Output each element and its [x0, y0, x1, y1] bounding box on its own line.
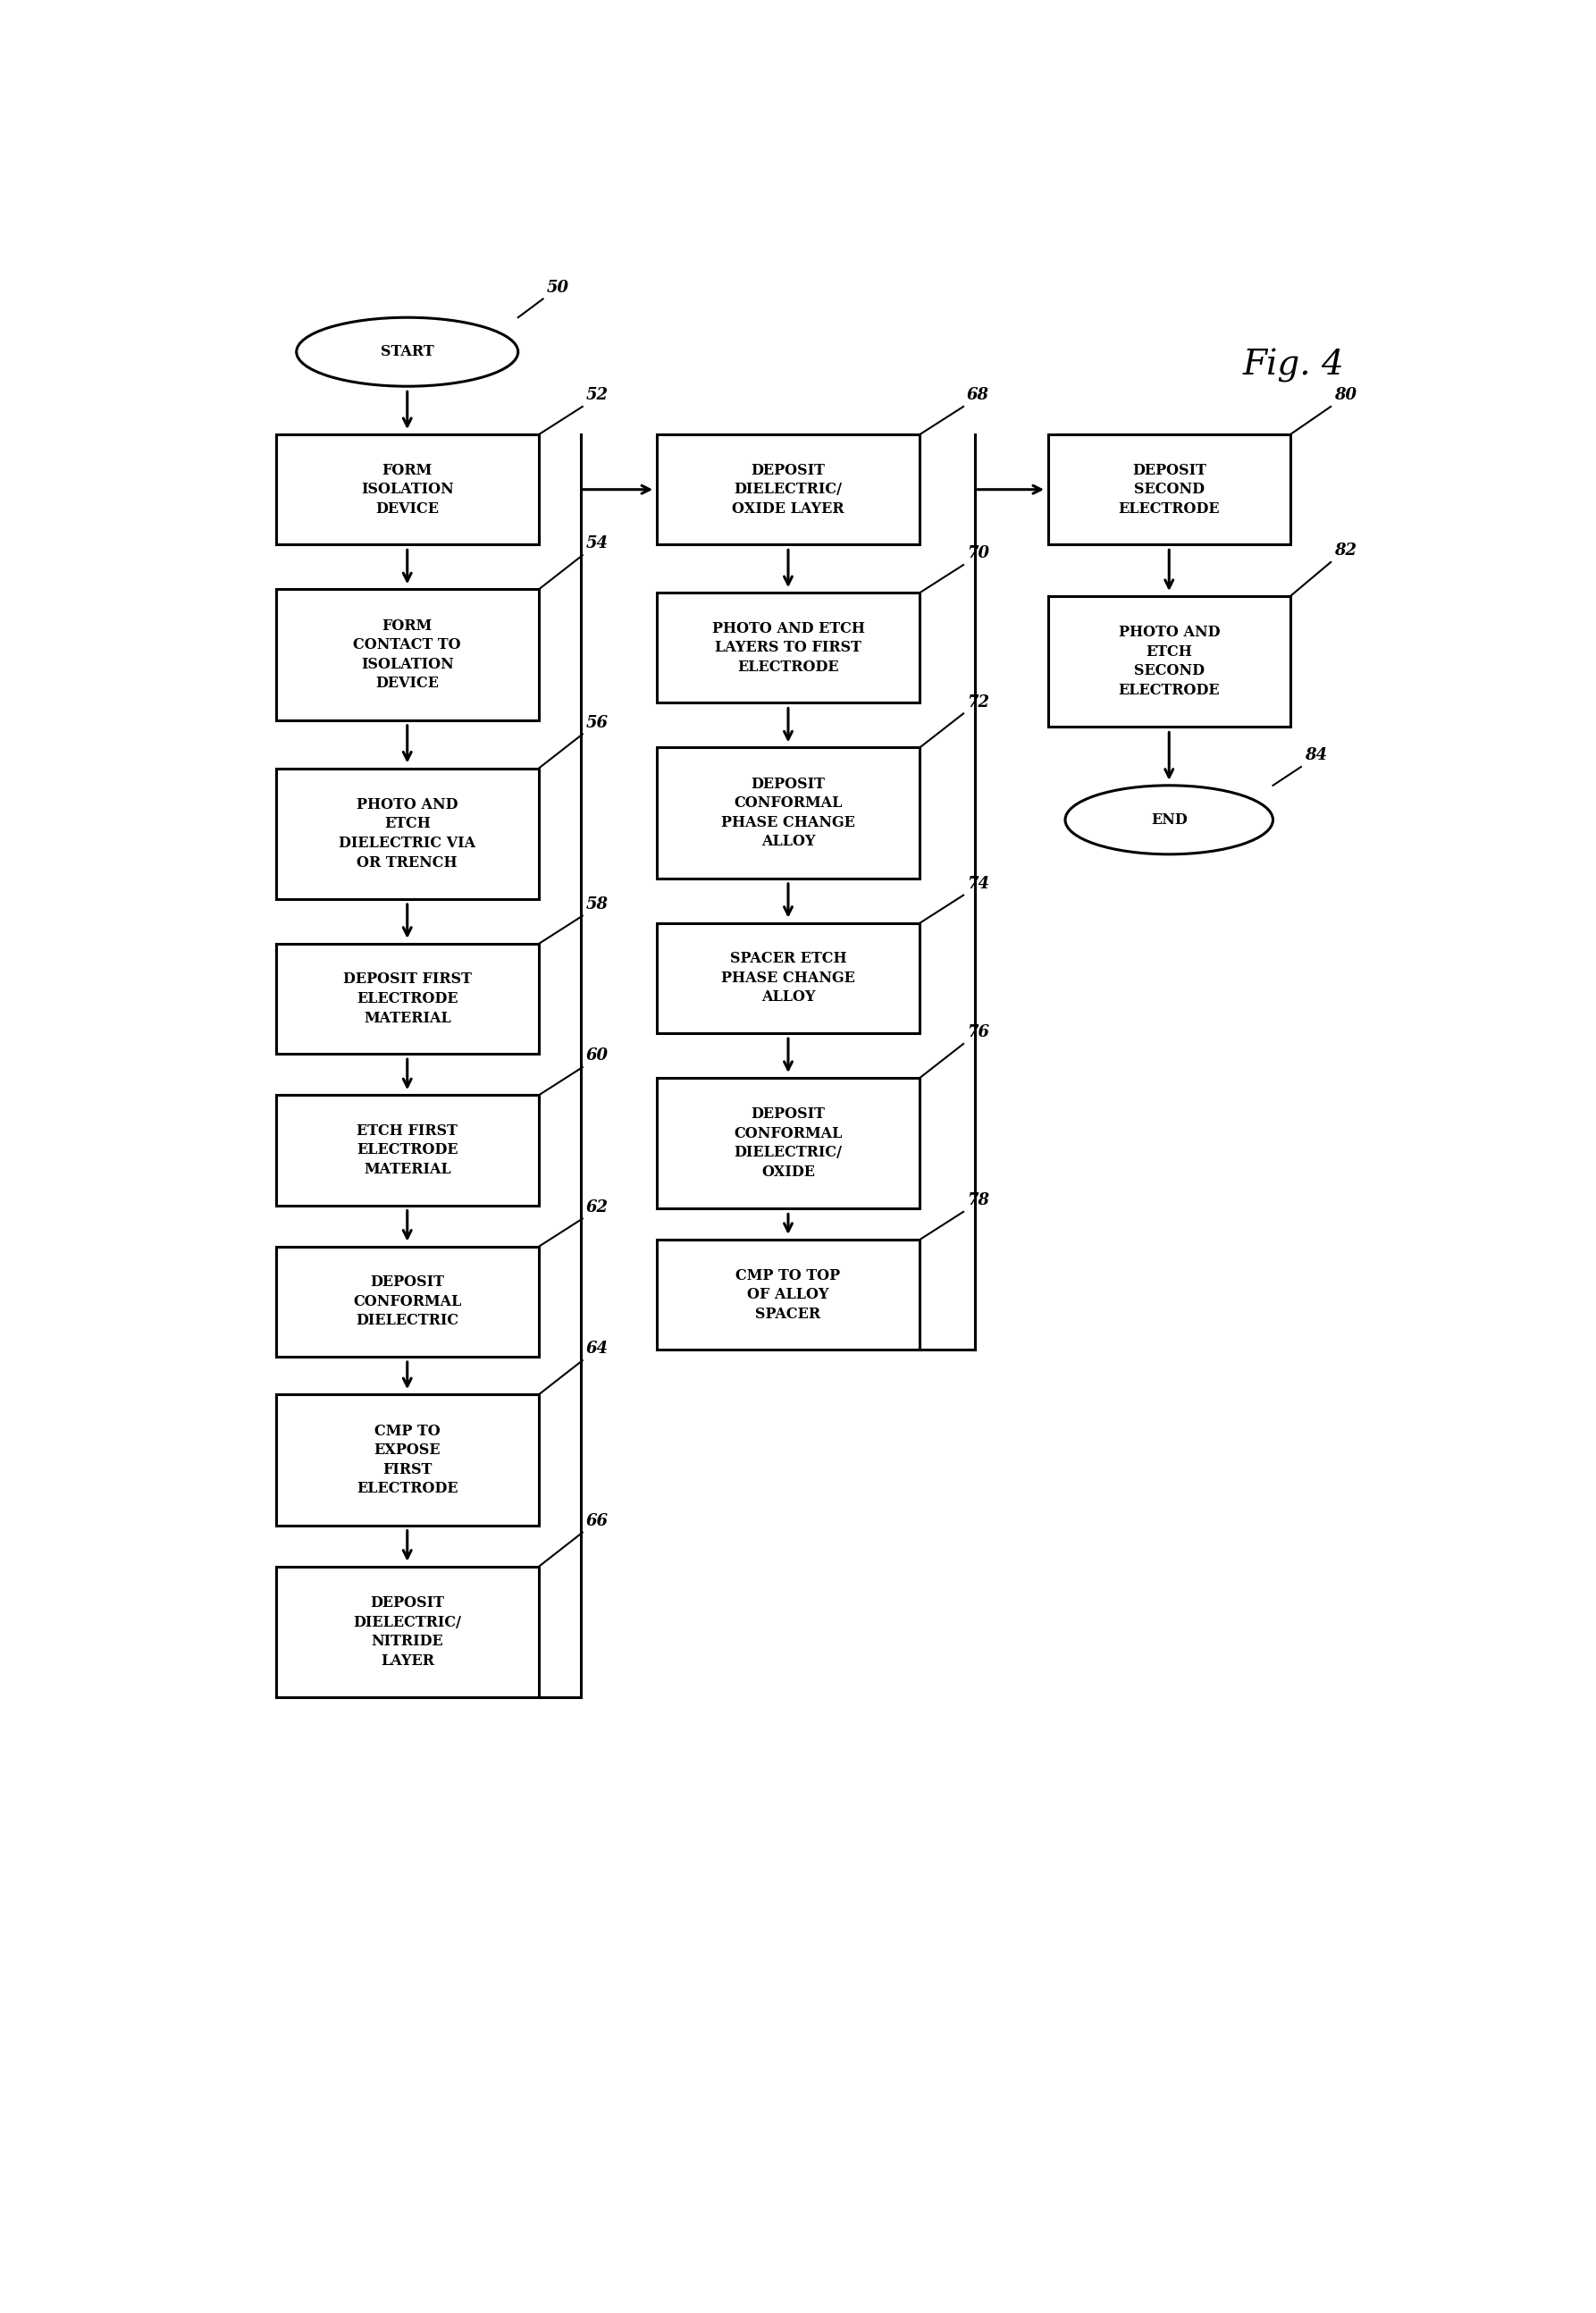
- Bar: [276, 1566, 539, 1698]
- Text: FORM
ISOLATION
DEVICE: FORM ISOLATION DEVICE: [361, 463, 453, 516]
- Text: 58: 58: [586, 897, 608, 911]
- Text: ETCH FIRST
ELECTRODE
MATERIAL: ETCH FIRST ELECTRODE MATERIAL: [356, 1124, 458, 1177]
- Text: CMP TO TOP
OF ALLOY
SPACER: CMP TO TOP OF ALLOY SPACER: [736, 1268, 841, 1321]
- Text: SPACER ETCH
PHASE CHANGE
ALLOY: SPACER ETCH PHASE CHANGE ALLOY: [721, 951, 855, 1004]
- Text: DEPOSIT
CONFORMAL
DIELECTRIC/
OXIDE: DEPOSIT CONFORMAL DIELECTRIC/ OXIDE: [734, 1108, 843, 1180]
- Text: DEPOSIT
CONFORMAL
DIELECTRIC: DEPOSIT CONFORMAL DIELECTRIC: [353, 1274, 461, 1328]
- Bar: [276, 768, 539, 900]
- Text: PHOTO AND
ETCH
SECOND
ELECTRODE: PHOTO AND ETCH SECOND ELECTRODE: [1119, 625, 1219, 699]
- Bar: [656, 435, 919, 544]
- Text: 70: 70: [967, 546, 990, 562]
- Ellipse shape: [1065, 786, 1274, 853]
- Text: DEPOSIT
CONFORMAL
PHASE CHANGE
ALLOY: DEPOSIT CONFORMAL PHASE CHANGE ALLOY: [721, 777, 855, 849]
- Bar: [1049, 597, 1290, 726]
- Text: 56: 56: [586, 715, 608, 731]
- Bar: [1049, 435, 1290, 544]
- Text: 64: 64: [586, 1342, 608, 1358]
- Bar: [276, 435, 539, 544]
- Text: 74: 74: [967, 877, 990, 893]
- Bar: [276, 1247, 539, 1358]
- Text: PHOTO AND
ETCH
DIELECTRIC VIA
OR TRENCH: PHOTO AND ETCH DIELECTRIC VIA OR TRENCH: [338, 798, 476, 870]
- Text: 84: 84: [1304, 747, 1326, 763]
- Text: 54: 54: [586, 537, 608, 553]
- Bar: [656, 1240, 919, 1351]
- Text: 78: 78: [967, 1191, 990, 1207]
- Text: PHOTO AND ETCH
LAYERS TO FIRST
ELECTRODE: PHOTO AND ETCH LAYERS TO FIRST ELECTRODE: [712, 620, 865, 675]
- Text: Fig. 4: Fig. 4: [1243, 349, 1344, 382]
- Text: 60: 60: [586, 1048, 608, 1064]
- Text: 80: 80: [1334, 386, 1357, 402]
- Bar: [276, 1094, 539, 1205]
- Text: 68: 68: [967, 386, 990, 402]
- Bar: [276, 944, 539, 1055]
- Text: 66: 66: [586, 1513, 608, 1529]
- Bar: [656, 1078, 919, 1210]
- Ellipse shape: [297, 317, 519, 386]
- Text: DEPOSIT
DIELECTRIC/
NITRIDE
LAYER: DEPOSIT DIELECTRIC/ NITRIDE LAYER: [353, 1596, 461, 1668]
- Text: CMP TO
EXPOSE
FIRST
ELECTRODE: CMP TO EXPOSE FIRST ELECTRODE: [356, 1422, 458, 1497]
- Text: 52: 52: [586, 386, 608, 402]
- Text: START: START: [380, 345, 434, 359]
- Text: DEPOSIT
SECOND
ELECTRODE: DEPOSIT SECOND ELECTRODE: [1119, 463, 1219, 516]
- Text: 50: 50: [546, 280, 568, 296]
- Text: FORM
CONTACT TO
ISOLATION
DEVICE: FORM CONTACT TO ISOLATION DEVICE: [353, 618, 461, 692]
- Text: 72: 72: [967, 694, 990, 710]
- Bar: [276, 1395, 539, 1524]
- Bar: [656, 592, 919, 703]
- Bar: [276, 590, 539, 719]
- Text: END: END: [1151, 812, 1187, 828]
- Text: 82: 82: [1334, 544, 1357, 560]
- Text: 76: 76: [967, 1025, 990, 1041]
- Text: DEPOSIT FIRST
ELECTRODE
MATERIAL: DEPOSIT FIRST ELECTRODE MATERIAL: [343, 971, 471, 1025]
- Text: 62: 62: [586, 1198, 608, 1214]
- Text: DEPOSIT
DIELECTRIC/
OXIDE LAYER: DEPOSIT DIELECTRIC/ OXIDE LAYER: [733, 463, 844, 516]
- Bar: [656, 747, 919, 879]
- Bar: [656, 923, 919, 1034]
